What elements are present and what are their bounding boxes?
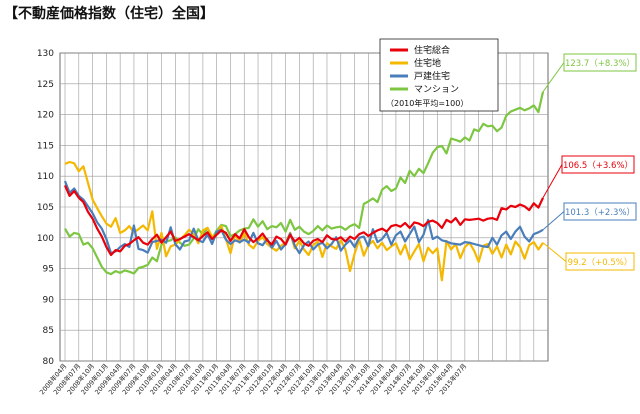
y-tick-label: 115: [37, 141, 54, 151]
y-tick-label: 120: [37, 111, 54, 121]
callouts: 123.7（+8.3%） 106.5（+3.6%） 101.3（+2.3%） 99.2…: [542, 53, 637, 271]
callout-box: [563, 202, 637, 221]
callout-box: [563, 53, 637, 72]
base-note: （2010年平均=100）: [386, 98, 468, 108]
legend-label: 住宅地: [414, 57, 441, 69]
y-tick-label: 80: [43, 357, 55, 367]
callout-leader: [542, 242, 567, 262]
callout-box: [565, 252, 635, 271]
series-line-2: [63, 180, 544, 255]
legend-label: 住宅総合: [414, 44, 450, 56]
callout-label: 106.5（+3.6%）: [563, 160, 633, 171]
callout-label: 101.3（+2.3%）: [565, 207, 635, 218]
y-tick-label: 105: [37, 203, 54, 213]
chart-title: 【不動産価格指数（住宅）全国】: [4, 6, 214, 22]
callout-label: 99.2（+0.5%）: [568, 257, 633, 268]
callout-box: [561, 155, 635, 174]
y-tick-label: 95: [43, 265, 54, 275]
legend-label: マンション: [414, 85, 459, 95]
y-tick-label: 85: [43, 326, 54, 336]
series-line-0: [63, 184, 544, 257]
callout-leader: [542, 164, 563, 199]
y-tick-label: 110: [37, 172, 54, 182]
y-tick-label: 90: [43, 295, 55, 305]
y-axis: 80 85 90 95 100 105 110 115 120 125 130: [37, 49, 54, 367]
legend-label: 戸建住宅: [414, 70, 450, 82]
y-tick-label: 125: [37, 80, 54, 90]
series-lines: [63, 91, 545, 282]
callout-leader: [542, 62, 565, 93]
grid: [60, 52, 548, 362]
x-axis: 2008年04月2008年07月2008年10月2009年01月2009年04月…: [37, 362, 468, 397]
y-tick-label: 100: [37, 234, 54, 244]
y-tick-label: 130: [37, 49, 54, 59]
callout-leader: [542, 211, 565, 231]
series-line-3: [64, 91, 545, 276]
series-line-1: [64, 160, 544, 282]
callout-label: 123.7（+8.3%）: [565, 58, 635, 69]
